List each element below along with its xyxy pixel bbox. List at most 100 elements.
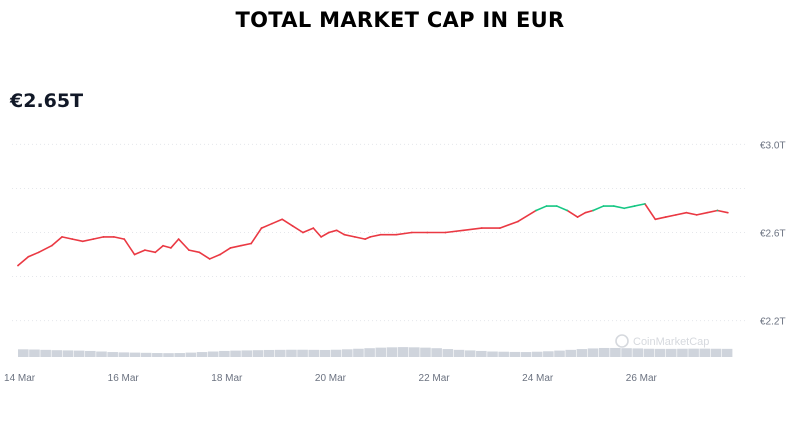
line-segment: [250, 227, 263, 245]
volume-bar: [196, 352, 208, 357]
line-segment: [320, 231, 330, 238]
x-tick-label: 24 Mar: [522, 373, 554, 384]
data-point: [123, 238, 126, 240]
data-point: [613, 205, 615, 207]
data-point: [462, 229, 465, 232]
data-point: [320, 236, 322, 238]
volume-bar: [185, 352, 197, 357]
data-point: [219, 253, 221, 256]
volume-bar: [96, 351, 107, 357]
line-segment: [81, 238, 94, 243]
data-point: [556, 205, 558, 207]
data-point: [535, 209, 537, 212]
data-point: [102, 236, 105, 238]
volume-bar: [152, 353, 163, 357]
data-point: [229, 247, 232, 249]
line-segment: [123, 238, 136, 256]
volume-bar: [129, 352, 141, 357]
volume-bar: [252, 350, 264, 357]
data-point: [343, 233, 346, 236]
volume-bar: [587, 348, 599, 357]
current-market-cap-value: €2.65T: [10, 90, 84, 112]
volume-bar: [420, 347, 431, 357]
data-point: [250, 242, 252, 245]
volume-bar: [397, 347, 409, 357]
line-segment: [462, 227, 483, 232]
line-segment: [353, 236, 366, 240]
volume-bar: [375, 347, 387, 357]
volume-bar: [319, 349, 331, 357]
data-point: [260, 227, 263, 229]
volume-bar: [274, 349, 286, 357]
volume-bar: [364, 348, 375, 357]
price-line[interactable]: [17, 203, 729, 267]
line-segment: [654, 216, 667, 221]
volume-bar: [464, 350, 476, 357]
data-point: [685, 211, 688, 214]
data-point: [706, 211, 708, 214]
volume-bar: [654, 348, 666, 357]
line-segment: [291, 225, 304, 234]
data-point: [162, 244, 164, 247]
data-point: [188, 249, 190, 251]
volume-bar: [140, 352, 152, 357]
line-segment: [566, 209, 579, 218]
volume-bar: [565, 349, 576, 357]
line-segment: [444, 229, 465, 234]
volume-bar: [431, 348, 442, 357]
coinmarketcap-logo-icon: [615, 334, 629, 348]
volume-bars: [18, 347, 733, 357]
data-point: [584, 211, 587, 214]
volume-bar: [476, 350, 487, 357]
line-segment: [312, 227, 322, 238]
line-segment: [584, 209, 594, 214]
line-segment: [499, 220, 519, 229]
line-segment: [664, 214, 677, 218]
line-segment: [260, 222, 273, 229]
coinmarketcap-watermark: CoinMarketCap: [615, 334, 709, 348]
data-point: [654, 218, 657, 221]
line-segment: [695, 211, 708, 216]
data-point: [426, 231, 429, 234]
data-point: [480, 227, 483, 229]
line-segment: [576, 211, 587, 218]
volume-bar: [632, 348, 644, 357]
volume-bar: [665, 348, 677, 357]
volume-bar: [554, 350, 565, 357]
data-point: [144, 249, 146, 251]
volume-bar: [330, 349, 342, 357]
data-point: [364, 238, 366, 240]
volume-bar: [353, 348, 364, 357]
volume-bar: [442, 349, 454, 357]
data-point: [664, 216, 667, 218]
data-point: [695, 214, 698, 216]
data-point: [27, 255, 30, 258]
grid-layer: [12, 143, 745, 322]
data-point: [335, 229, 338, 232]
data-point: [410, 231, 413, 234]
volume-bar: [688, 348, 699, 357]
data-point: [312, 227, 315, 229]
line-segment: [50, 236, 63, 247]
volume-bar: [621, 348, 632, 357]
volume-bar: [286, 349, 297, 357]
volume-bar: [576, 349, 588, 357]
data-point: [369, 236, 372, 238]
data-point: [208, 258, 211, 260]
volume-bar: [51, 350, 63, 357]
line-segment: [219, 247, 232, 256]
x-tick-label: 16 Mar: [108, 373, 140, 384]
volume-bar: [520, 352, 532, 357]
line-segment: [633, 203, 646, 207]
line-segment: [61, 236, 74, 240]
volume-bar: [73, 350, 85, 357]
line-segment: [335, 229, 346, 236]
line-segment: [239, 242, 252, 247]
line-segment: [675, 211, 688, 216]
volume-bar: [531, 351, 543, 357]
line-segment: [170, 238, 180, 249]
line-segment: [685, 211, 698, 216]
volume-bar: [509, 351, 521, 357]
data-point: [379, 233, 382, 236]
